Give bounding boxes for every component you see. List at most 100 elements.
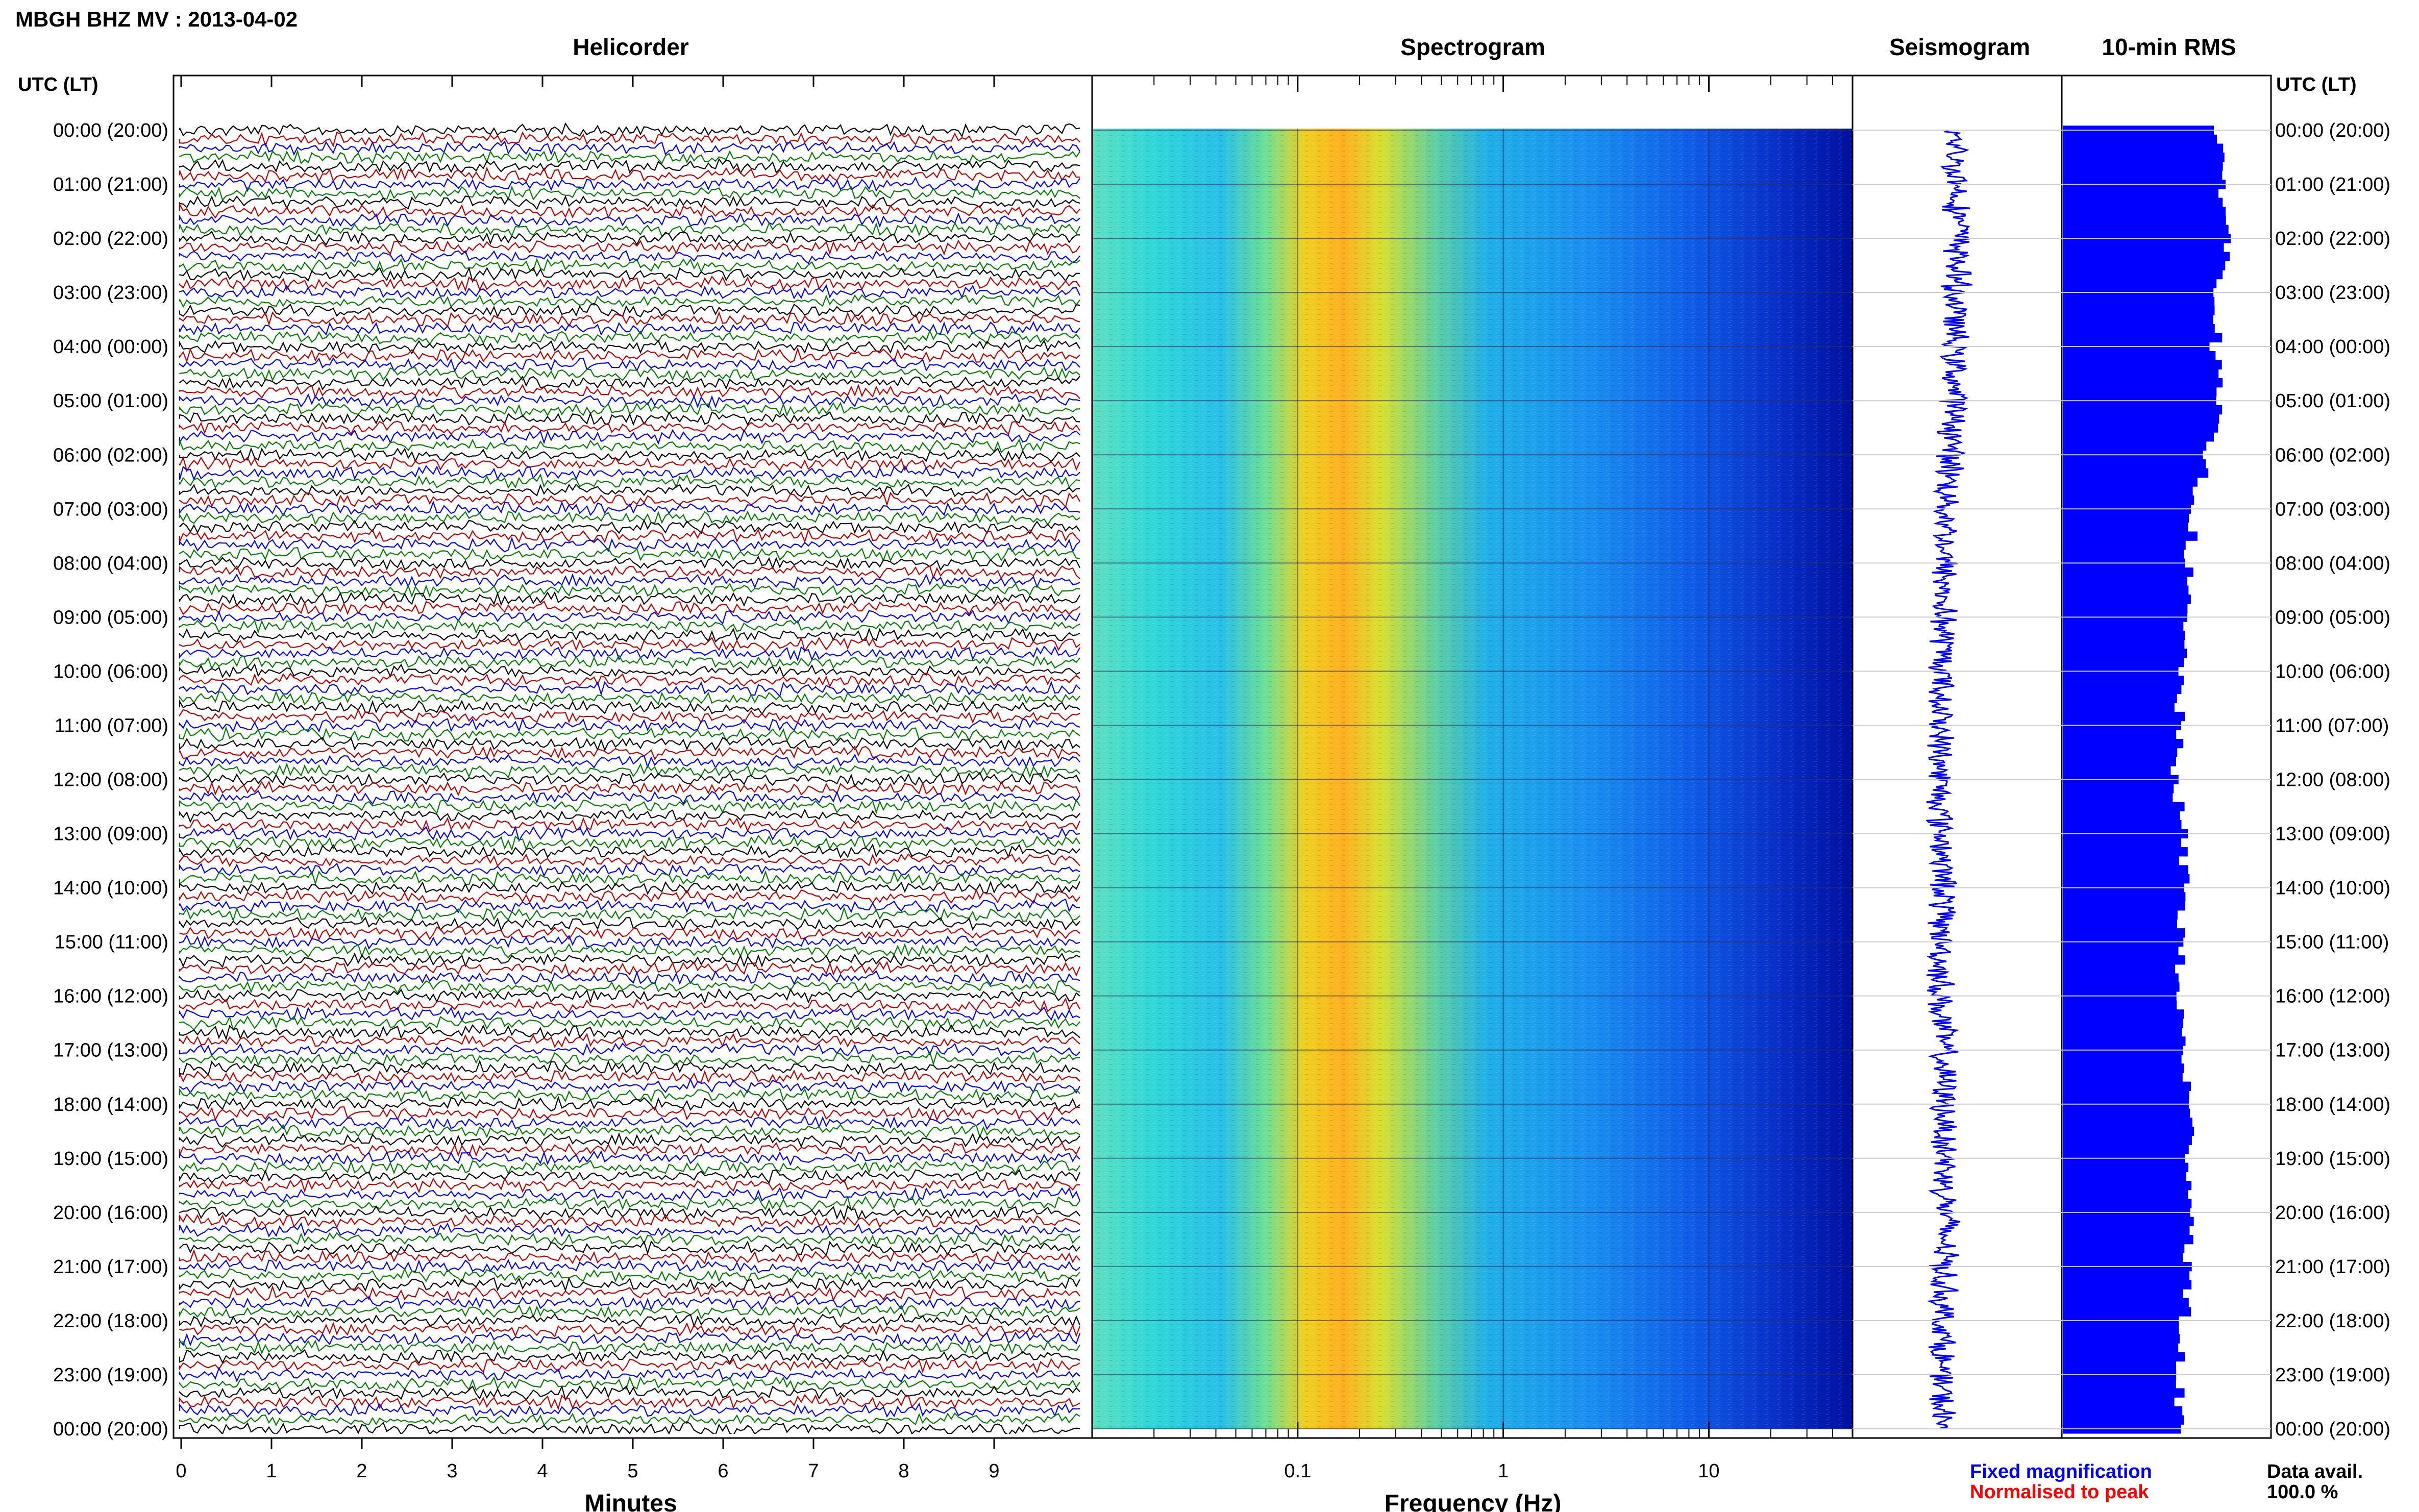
time-labels: 00:00 (20:00) 00:00 (20:00) 01:00 (21:00) 0… [53, 120, 2390, 1440]
utc-label-right: UTC (LT) [2276, 74, 2357, 95]
time-label-left: 10:00 (06:00) [53, 661, 168, 682]
helicorder-trace-line [179, 798, 1080, 815]
time-label-left: 06:00 (02:00) [53, 444, 168, 466]
helicorder-trace-line [179, 1331, 1081, 1347]
rms-bar [2063, 649, 2187, 658]
rms-bar [2063, 802, 2185, 811]
helicorder-trace-line [179, 808, 1080, 824]
rms-bar [2063, 1108, 2190, 1118]
time-label-right: 07:00 (03:00) [2275, 499, 2390, 520]
helicorder-trace-line [179, 1213, 1080, 1229]
rms-bar [2063, 1027, 2182, 1037]
rms-bar [2063, 919, 2177, 929]
rms-bar [2063, 576, 2187, 586]
helicorder-trace-line [179, 491, 1080, 508]
helicorder-trace-line [179, 158, 1080, 175]
rms-bar [2063, 1343, 2179, 1353]
rms-bar [2063, 630, 2185, 640]
helicorder-trace-line [179, 177, 1080, 192]
rms-bar [2063, 531, 2198, 541]
rms-bar [2063, 657, 2184, 667]
helicorder-trace-line [179, 195, 1080, 210]
rms-bar [2063, 982, 2180, 992]
rms-bar [2063, 486, 2193, 496]
time-label-left: 15:00 (11:00) [55, 932, 168, 953]
time-label-right: 15:00 (11:00) [2275, 932, 2389, 953]
time-label-right: 10:00 (06:00) [2275, 661, 2390, 682]
rms-bar [2063, 838, 2182, 848]
time-label-right: 21:00 (17:00) [2275, 1256, 2390, 1278]
time-label-right: 17:00 (13:00) [2275, 1040, 2390, 1061]
helicorder-trace-line [179, 1402, 1080, 1418]
rms-bar [2063, 1379, 2176, 1389]
rms-bar [2063, 703, 2175, 712]
helicorder-trace-line [179, 961, 1081, 977]
rms-bar [2063, 513, 2189, 523]
helicorder-trace-line [179, 1024, 1080, 1041]
helicorder-tick-label: 7 [808, 1460, 819, 1482]
data-avail-value: 100.0 % [2267, 1481, 2338, 1503]
rms-bar [2063, 603, 2188, 613]
time-label-right: 02:00 (22:00) [2275, 228, 2390, 250]
time-label-left: 07:00 (03:00) [53, 499, 168, 520]
helicorder-trace-line [179, 456, 1080, 473]
helicorder-trace-line [179, 518, 1080, 535]
helicorder-trace-line [179, 1169, 1081, 1184]
time-label-right: 12:00 (08:00) [2275, 770, 2390, 791]
time-label-left: 23:00 (19:00) [53, 1365, 168, 1386]
helicorder-trace-line [179, 1231, 1080, 1247]
helicorder-trace-line [179, 266, 1080, 283]
helicorder-trace-line [179, 411, 1080, 427]
helicorder-trace-line [179, 149, 1080, 165]
rms-bar [2063, 188, 2218, 199]
helicorder-trace-line [179, 1078, 1080, 1094]
helicorder-trace-line [179, 618, 1080, 634]
plot-title: MBGH BHZ MV : 2013-04-02 [15, 7, 298, 31]
rms-bar [2063, 928, 2185, 938]
rms-bar [2063, 676, 2184, 685]
rms-bar [2063, 946, 2179, 956]
helicorder-trace-line [179, 762, 1080, 779]
rms-bar [2063, 901, 2185, 911]
helicorder-trace-line [179, 826, 1080, 842]
rms-bar [2063, 811, 2180, 821]
time-label-left: 03:00 (23:00) [53, 282, 168, 304]
rms-bar [2063, 1199, 2192, 1208]
rms-bar [2063, 955, 2185, 965]
rms-bar [2063, 432, 2214, 442]
helicorder-tick-label: 4 [537, 1460, 548, 1482]
rms-bar [2063, 892, 2186, 902]
rms-bar [2063, 414, 2219, 424]
rms-bar [2063, 459, 2206, 469]
rms-bar [2063, 1244, 2185, 1253]
rms-bar [2063, 297, 2215, 307]
helicorder-trace-line [179, 573, 1080, 589]
helicorder-traces [179, 122, 1081, 1434]
panel-title-rms: 10-min RMS [2102, 34, 2236, 60]
helicorder-trace-line [179, 564, 1080, 580]
helicorder-trace-line [179, 934, 1080, 950]
rms-bar [2063, 522, 2188, 532]
helicorder-trace-line [179, 1186, 1081, 1202]
rms-bar [2063, 1298, 2189, 1307]
rms-bar [2063, 820, 2182, 830]
spectrogram-tick-label: 1 [1498, 1460, 1509, 1482]
rms-bar [2063, 711, 2185, 722]
time-label-left: 04:00 (00:00) [53, 336, 168, 358]
rms-bar [2063, 1063, 2184, 1073]
rms-bar [2063, 1415, 2184, 1425]
rms-bar [2063, 1181, 2192, 1191]
rms-bar [2063, 639, 2185, 649]
rms-bar [2063, 1307, 2191, 1317]
helicorder-trace-line [179, 1358, 1080, 1374]
time-label-right: 04:00 (00:00) [2275, 336, 2390, 358]
rms-bar [2063, 910, 2178, 920]
rms-bar [2063, 269, 2223, 280]
helicorder-tick-label: 9 [989, 1460, 999, 1482]
x-axis-label-minutes: Minutes [584, 1490, 677, 1512]
time-label-left: 01:00 (21:00) [53, 174, 168, 195]
rms-bar [2063, 369, 2219, 379]
helicorder-trace-line [179, 1277, 1080, 1292]
helicorder-trace-line [179, 997, 1080, 1013]
